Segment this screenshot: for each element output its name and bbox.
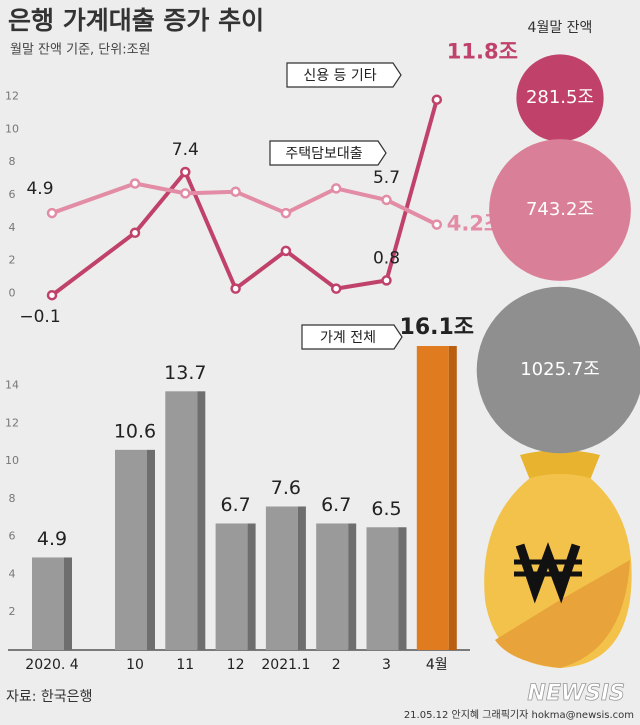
subtitle: 월말 잔액 기준, 단위:조원 — [10, 43, 151, 58]
callout-box — [301, 324, 403, 350]
bar — [316, 523, 349, 650]
value-label: 10.6 — [114, 420, 156, 442]
x-tick-label: 2021.1 — [261, 657, 310, 673]
point — [180, 166, 191, 178]
bar-side — [448, 345, 457, 650]
value-label: 4.9 — [26, 179, 53, 199]
point — [280, 245, 292, 257]
point — [46, 289, 58, 301]
y-tick-label: 12 — [5, 416, 19, 429]
bar — [165, 391, 198, 650]
point — [46, 207, 58, 219]
callout-box — [269, 140, 387, 166]
y-tick-label: 8 — [9, 155, 16, 168]
balance-circle — [489, 139, 631, 281]
point — [129, 178, 141, 189]
balance-label: 1025.7조 — [520, 359, 600, 380]
bar — [215, 523, 248, 650]
value-label: 6.7 — [321, 494, 351, 516]
legend-label: 주택담보대출 — [285, 146, 362, 162]
bar-side — [147, 449, 155, 650]
bar — [416, 345, 449, 650]
title: 은행 가계대출 증가 추이 — [8, 6, 264, 35]
bar-side — [64, 557, 72, 650]
point — [180, 188, 191, 199]
value-label: 7.6 — [271, 477, 301, 499]
y-tick-label: 10 — [5, 454, 19, 467]
value-label: 16.1조 — [400, 315, 475, 340]
x-tick-label: 12 — [227, 657, 245, 673]
x-tick-label: 2020. 4 — [25, 657, 79, 673]
point — [129, 227, 141, 239]
callout-box — [286, 62, 402, 88]
balance-circle — [516, 54, 604, 142]
point — [280, 207, 292, 219]
y-tick-label: 12 — [5, 89, 19, 102]
point — [431, 94, 443, 105]
logo: NEWSIS — [527, 681, 625, 706]
bar — [115, 449, 147, 650]
bar-side — [348, 523, 357, 650]
point — [381, 194, 392, 206]
credit: 21.05.12 안지혜 그래픽기자 hokma@newsis.com — [404, 709, 634, 721]
y-tick-label: 2 — [9, 254, 16, 267]
point — [381, 275, 392, 286]
value-label: 4.9 — [37, 528, 67, 550]
value-label: 13.7 — [164, 362, 206, 384]
point — [230, 186, 241, 197]
y-tick-label: 14 — [5, 379, 19, 392]
point — [431, 219, 443, 230]
balance-circle — [476, 286, 640, 454]
value-label: −0.1 — [19, 307, 60, 327]
value-label: 0.8 — [373, 248, 400, 268]
bar-side — [398, 527, 407, 650]
x-tick-label: 3 — [382, 657, 391, 673]
x-tick-label: 10 — [126, 657, 144, 673]
y-tick-label: 10 — [5, 122, 19, 135]
legend-label: 신용 등 기타 — [303, 68, 376, 84]
value-label: 11.8조 — [447, 40, 518, 64]
y-tick-label: 2 — [9, 605, 16, 618]
value-label: 6.5 — [371, 498, 401, 520]
bar — [32, 557, 64, 650]
value-label: 7.4 — [172, 140, 199, 160]
source: 자료: 한국은행 — [6, 689, 92, 705]
point — [330, 283, 342, 294]
bar — [366, 527, 399, 650]
y-tick-label: 8 — [9, 492, 16, 505]
point — [230, 283, 241, 294]
x-tick-label: 4월 — [426, 657, 448, 673]
point — [330, 183, 342, 194]
line — [51, 181, 438, 227]
x-tick-label: 2 — [332, 657, 341, 673]
bar-side — [247, 523, 256, 650]
bar — [265, 506, 298, 650]
x-tick-label: 11 — [176, 657, 194, 673]
y-tick-label: 6 — [9, 530, 16, 543]
balances-title: 4월말 잔액 — [528, 20, 593, 36]
balance-label: 743.2조 — [526, 199, 594, 220]
bar-side — [297, 506, 306, 650]
line — [50, 99, 439, 297]
y-tick-label: 4 — [9, 567, 16, 580]
balance-label: 281.5조 — [526, 87, 594, 108]
y-tick-label: 4 — [9, 221, 16, 234]
y-tick-label: 6 — [9, 188, 16, 201]
y-tick-label: 0 — [9, 287, 16, 300]
value-label: 5.7 — [373, 168, 400, 188]
legend-label: 가계 전체 — [320, 330, 376, 346]
bar-side — [197, 391, 206, 650]
value-label: 6.7 — [220, 494, 250, 516]
money-bag — [484, 450, 632, 668]
